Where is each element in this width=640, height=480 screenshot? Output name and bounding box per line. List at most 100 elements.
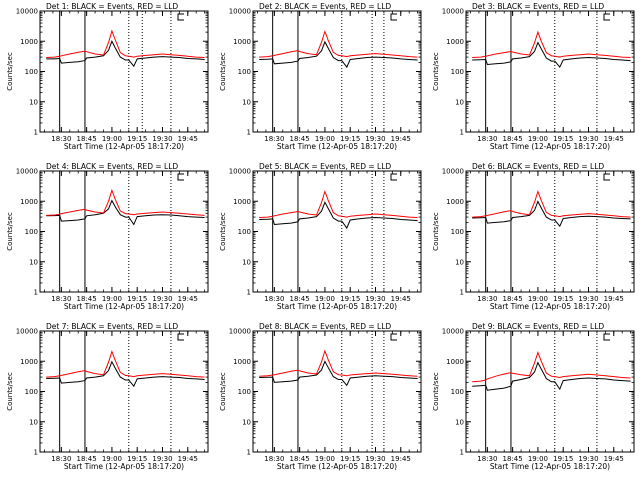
- y-tick-label: 1: [460, 129, 464, 137]
- y-tick-label: 1: [34, 289, 38, 297]
- y-axis-label: Counts/sec: [6, 52, 14, 91]
- y-tick-label: 1000: [20, 358, 38, 366]
- panel-title: Det 1: BLACK = Events, RED = LLD: [46, 2, 178, 11]
- annotation-marker-c: [177, 13, 184, 21]
- panel-title: Det 3: BLACK = Events, RED = LLD: [472, 2, 604, 11]
- y-tick-label: 10: [29, 418, 38, 426]
- x-axis-label: Start Time (12-Apr-05 18:17:20): [64, 302, 184, 311]
- events-series-line: [259, 201, 418, 230]
- x-tick-label: 19:00: [102, 295, 122, 303]
- y-tick-label: 10000: [16, 168, 38, 176]
- detector-panel-7: Det 7: BLACK = Events, RED = LLD 1 10 100 10…: [6, 322, 209, 471]
- x-tick-label: 19:45: [604, 135, 624, 143]
- x-tick-label: 18:30: [51, 135, 71, 143]
- annotation-marker-c: [603, 173, 610, 181]
- detector-panel-5: Det 5: BLACK = Events, RED = LLD 1 10 100 10…: [219, 162, 422, 311]
- x-axis-label: Start Time (12-Apr-05 18:17:20): [490, 142, 610, 151]
- y-tick-label: 1: [247, 289, 251, 297]
- x-tick-label: 19:15: [553, 135, 573, 143]
- y-axis-label: Counts/sec: [432, 372, 440, 411]
- x-tick-label: 19:30: [365, 295, 385, 303]
- x-tick-label: 19:45: [391, 295, 411, 303]
- x-axis-label: Start Time (12-Apr-05 18:17:20): [490, 462, 610, 471]
- y-tick-label: 10000: [229, 168, 251, 176]
- x-tick-label: 18:45: [503, 135, 523, 143]
- x-tick-label: 18:30: [51, 295, 71, 303]
- y-tick-label: 100: [238, 388, 251, 396]
- plot-frame: [39, 330, 209, 453]
- x-tick-label: 19:45: [604, 455, 624, 463]
- panel-title: Det 7: BLACK = Events, RED = LLD: [46, 322, 178, 331]
- x-axis-label: Start Time (12-Apr-05 18:17:20): [277, 462, 397, 471]
- y-tick-label: 10: [242, 98, 251, 106]
- y-tick-label: 100: [25, 388, 38, 396]
- x-axis-label: Start Time (12-Apr-05 18:17:20): [277, 302, 397, 311]
- x-tick-label: 19:30: [578, 455, 598, 463]
- y-tick-label: 10: [29, 98, 38, 106]
- events-series-line: [472, 200, 631, 228]
- x-tick-label: 19:15: [127, 295, 147, 303]
- y-tick-label: 1000: [233, 358, 251, 366]
- plot-frame: [252, 10, 422, 133]
- annotation-marker-c: [390, 13, 397, 21]
- events-series-line: [259, 40, 418, 69]
- y-axis-label: Counts/sec: [219, 372, 227, 411]
- events-series-line: [46, 199, 205, 226]
- x-tick-label: 18:45: [503, 455, 523, 463]
- x-tick-label: 19:00: [528, 455, 548, 463]
- x-tick-label: 19:15: [340, 455, 360, 463]
- y-tick-label: 1: [460, 449, 464, 457]
- y-tick-label: 1: [247, 129, 251, 137]
- x-tick-label: 18:45: [290, 295, 310, 303]
- x-tick-label: 18:45: [77, 295, 97, 303]
- panel-title: Det 6: BLACK = Events, RED = LLD: [472, 162, 604, 171]
- y-tick-label: 100: [451, 388, 464, 396]
- x-tick-label: 19:00: [315, 135, 335, 143]
- y-tick-label: 1000: [446, 358, 464, 366]
- x-tick-label: 18:30: [264, 455, 284, 463]
- events-series-line: [46, 360, 205, 388]
- events-series-line: [46, 40, 205, 68]
- x-tick-label: 19:15: [340, 295, 360, 303]
- x-tick-label: 19:45: [178, 455, 198, 463]
- y-tick-label: 10000: [229, 8, 251, 16]
- detector-panel-2: Det 2: BLACK = Events, RED = LLD 1 10 100 10…: [219, 2, 422, 151]
- plot-frame: [465, 10, 635, 133]
- x-tick-label: 19:15: [340, 135, 360, 143]
- x-tick-label: 18:45: [77, 135, 97, 143]
- x-tick-label: 18:45: [290, 135, 310, 143]
- x-tick-label: 19:30: [365, 135, 385, 143]
- x-tick-label: 18:30: [264, 295, 284, 303]
- detector-panel-9: Det 9: BLACK = Events, RED = LLD 1 10 100 10…: [432, 322, 635, 471]
- plot-frame: [252, 330, 422, 453]
- lld-series-line: [259, 349, 418, 377]
- y-tick-label: 1: [34, 129, 38, 137]
- y-tick-label: 100: [451, 228, 464, 236]
- panel-title: Det 2: BLACK = Events, RED = LLD: [259, 2, 391, 11]
- x-tick-label: 19:45: [391, 455, 411, 463]
- detector-panel-6: Det 6: BLACK = Events, RED = LLD 1 10 100 10…: [432, 162, 635, 311]
- x-tick-label: 18:30: [264, 135, 284, 143]
- y-tick-label: 100: [25, 228, 38, 236]
- x-tick-label: 19:15: [553, 455, 573, 463]
- panel-title: Det 4: BLACK = Events, RED = LLD: [46, 162, 178, 171]
- lld-series-line: [46, 188, 205, 216]
- x-tick-label: 19:30: [365, 455, 385, 463]
- y-tick-label: 10000: [229, 328, 251, 336]
- x-tick-label: 18:30: [477, 135, 497, 143]
- lld-series-line: [472, 351, 631, 383]
- y-tick-label: 1000: [446, 198, 464, 206]
- events-series-line: [472, 41, 631, 69]
- y-tick-label: 1000: [446, 38, 464, 46]
- y-tick-label: 10000: [442, 328, 464, 336]
- y-axis-label: Counts/sec: [432, 52, 440, 91]
- y-tick-label: 100: [451, 68, 464, 76]
- panel-title: Det 9: BLACK = Events, RED = LLD: [472, 322, 604, 331]
- x-tick-label: 19:00: [102, 455, 122, 463]
- annotation-marker-c: [177, 173, 184, 181]
- x-tick-label: 19:15: [127, 135, 147, 143]
- x-tick-label: 19:45: [178, 295, 198, 303]
- x-tick-label: 18:45: [503, 295, 523, 303]
